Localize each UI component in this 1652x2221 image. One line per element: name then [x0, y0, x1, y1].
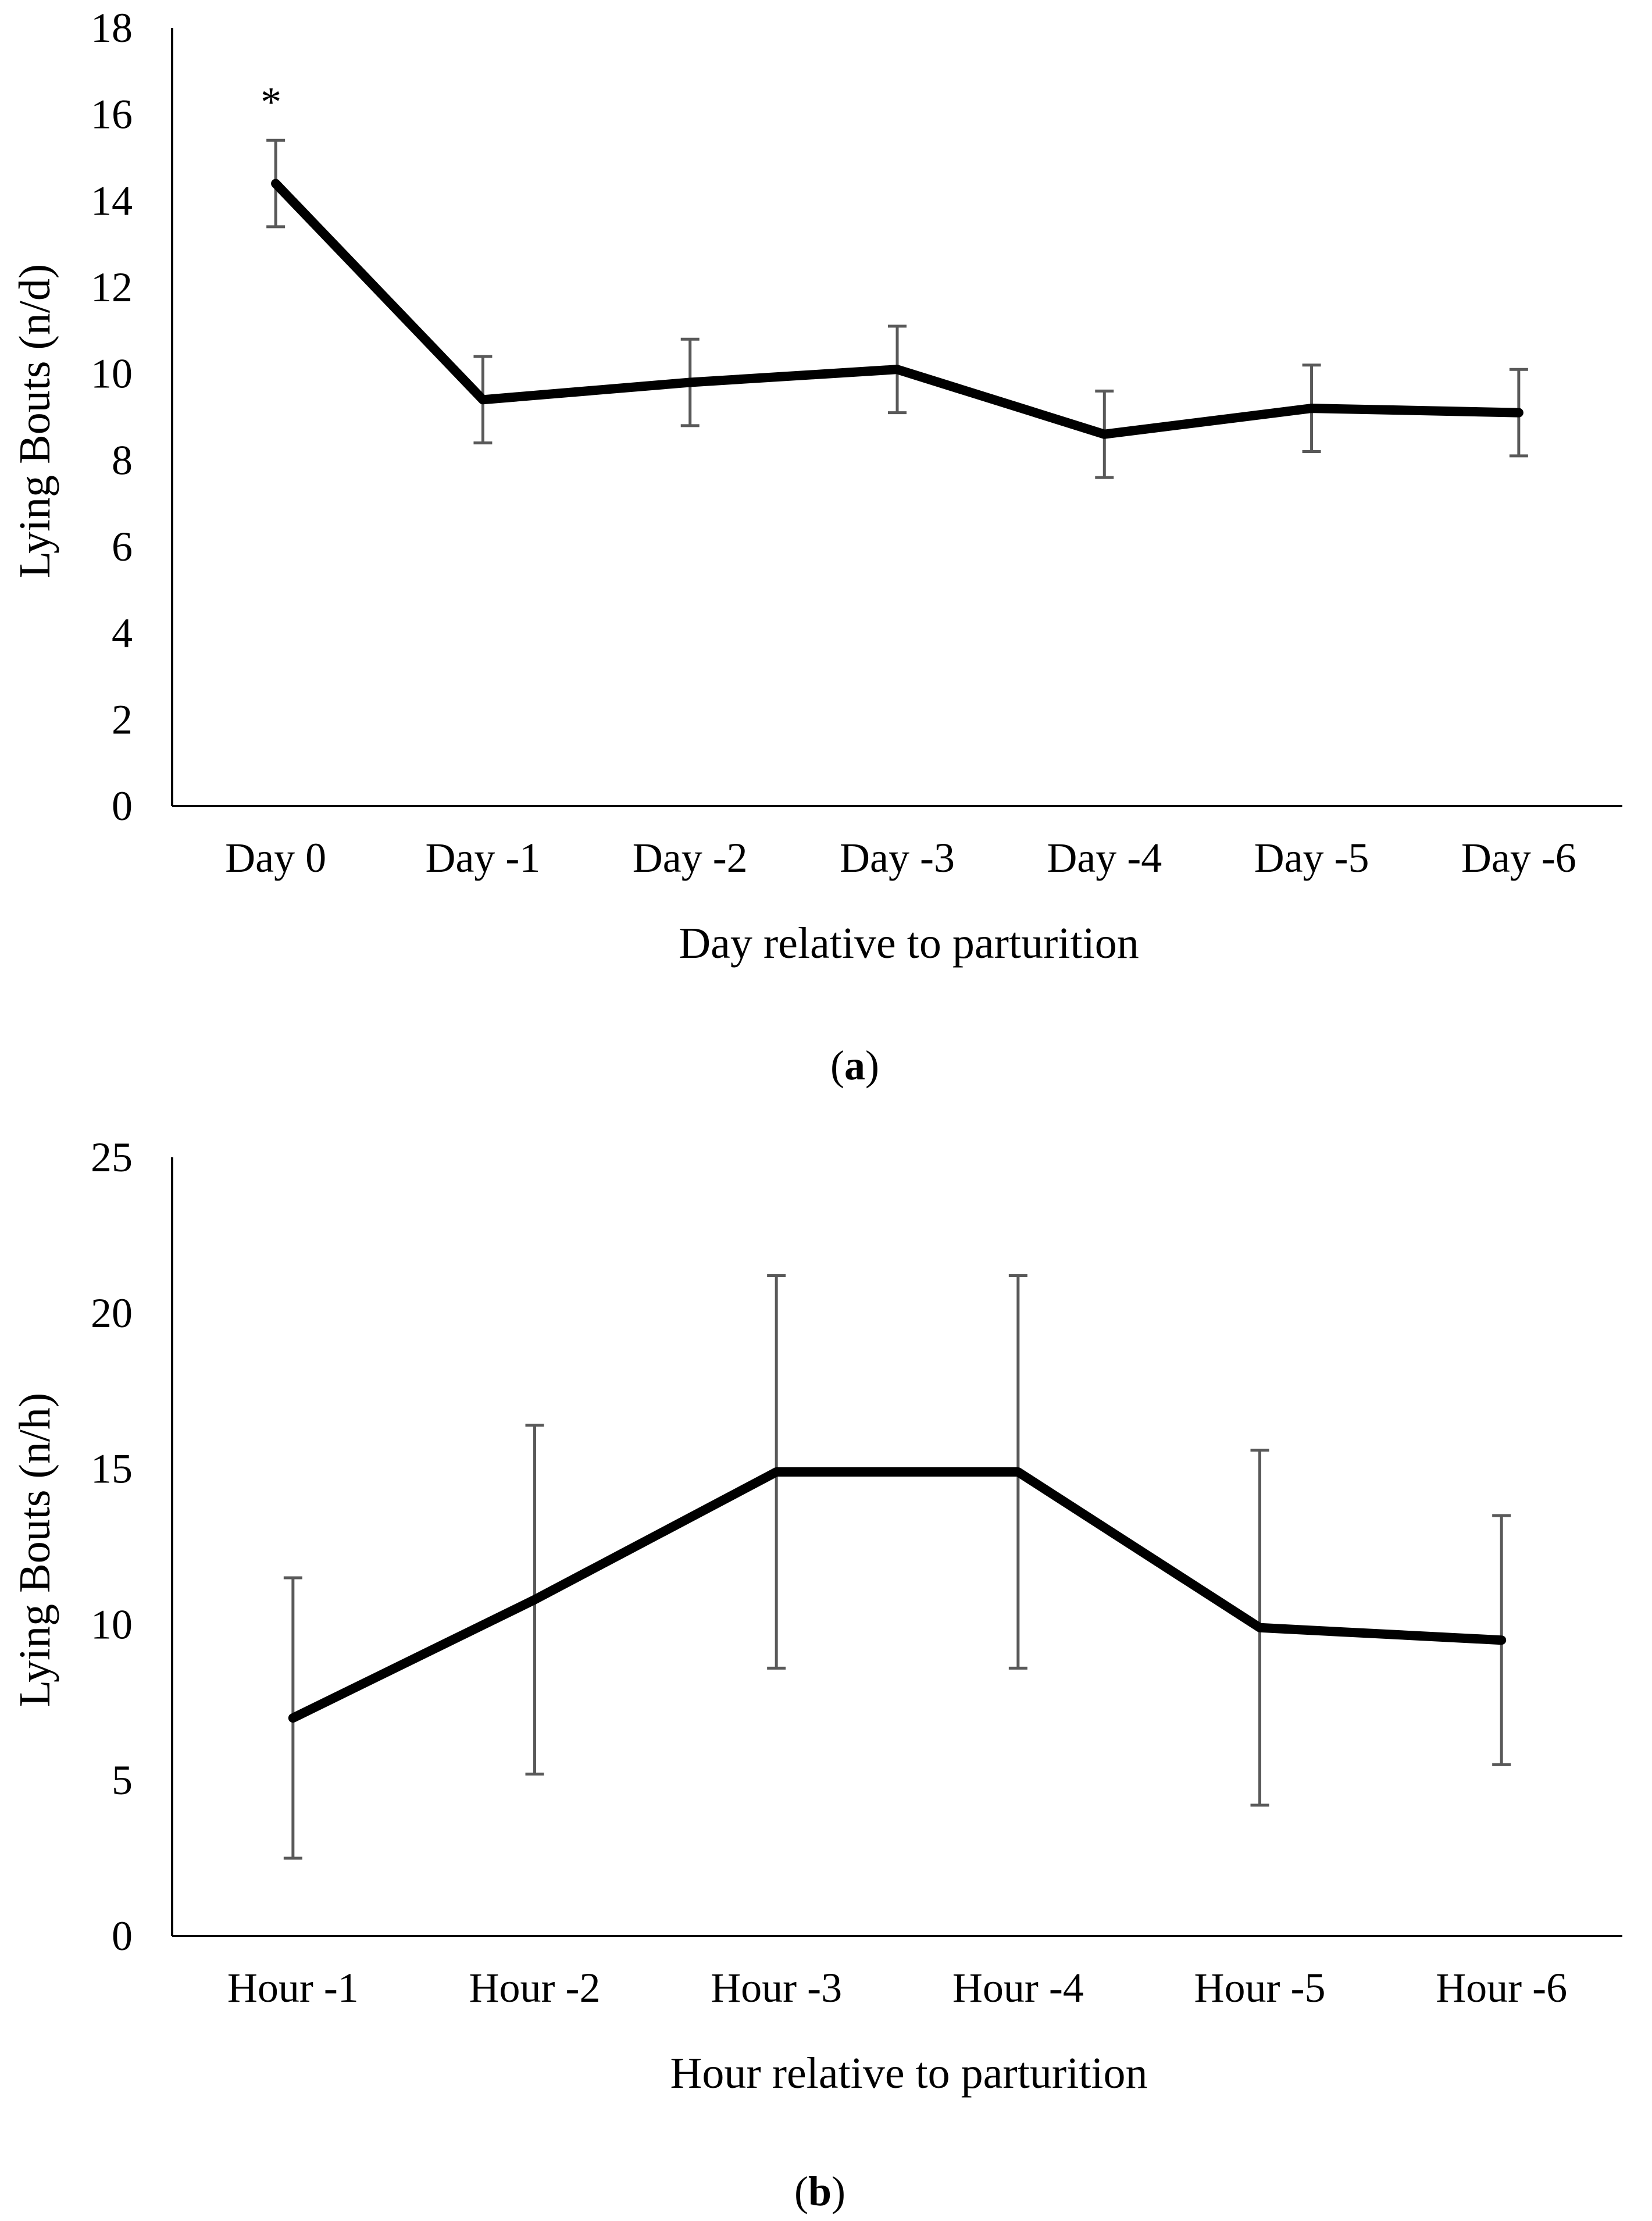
- y-tick-label-b: 0: [112, 1913, 133, 1959]
- series-line-b: [288, 1467, 1507, 1723]
- y-tick-label-a: 14: [91, 177, 133, 224]
- data-point-b: [291, 1717, 294, 1720]
- y-tick-label-a: 8: [112, 437, 133, 483]
- y-tick-label-a: 12: [91, 264, 133, 311]
- axes-a: [171, 28, 1622, 807]
- data-point-b: [1500, 1639, 1503, 1642]
- significance-annotation-a: *: [261, 79, 281, 125]
- y-axis-title-a: Lying Bouts (n/d): [10, 264, 59, 578]
- data-point-a: [896, 368, 898, 371]
- y-tick-label-a: 10: [91, 351, 133, 397]
- chart-panel-a: 0 2 4 6 8 10 12 14 16 18 Day 0 Day -1 Day -2 Day -3 Da…: [10, 5, 1622, 1089]
- panel-label-b-open: (: [794, 2168, 808, 2215]
- panel-label-b-letter: b: [808, 2168, 832, 2215]
- data-point-a: [688, 381, 691, 384]
- x-tick-label-b: Hour -4: [952, 1965, 1084, 2011]
- x-tick-label-b: Hour -2: [469, 1965, 601, 2011]
- data-point-b: [1016, 1470, 1019, 1473]
- x-tick-label-a: Day -5: [1254, 835, 1369, 881]
- x-axis-title-b: Hour relative to parturition: [670, 2049, 1148, 2098]
- series-b: [288, 1467, 1507, 1723]
- data-point-a: [481, 398, 484, 401]
- panel-label-b: (b): [794, 2168, 845, 2215]
- x-tick-label-a: Day -2: [633, 835, 748, 881]
- x-tick-label-b: Hour -6: [1436, 1965, 1567, 2011]
- x-tick-label-a: Day -6: [1461, 835, 1576, 881]
- data-point-a: [1103, 433, 1106, 436]
- y-tick-label-a: 2: [112, 696, 133, 743]
- data-point-a: [1310, 407, 1313, 410]
- axes-b: [171, 1157, 1622, 1937]
- annotations-a: *: [261, 79, 281, 125]
- panel-label-a-letter: a: [844, 1042, 865, 1089]
- x-tick-label-a: Day -3: [840, 835, 955, 881]
- series-a: [271, 179, 1523, 439]
- y-axis-title-b: Lying Bouts (n/h): [10, 1393, 59, 1707]
- chart-panel-b: 0 5 10 15 20 25 Hour -1 Hour -2 Hour -3 Hour -4 Ho…: [10, 1134, 1622, 2215]
- tick-labels-b: 0 5 10 15 20 25 Hour -1 Hour -2 Hour -3 Hour -4 Ho…: [91, 1134, 1567, 2011]
- tick-labels-a: 0 2 4 6 8 10 12 14 16 18 Day 0 Day -1 Day -2 Day -3 Da…: [91, 5, 1576, 881]
- data-point-a: [274, 182, 277, 185]
- y-tick-label-a: 4: [112, 610, 133, 657]
- panel-label-a-open: (: [830, 1042, 844, 1089]
- panel-label-b-close: ): [832, 2168, 845, 2215]
- y-tick-label-a: 0: [112, 783, 133, 829]
- y-tick-label-b: 10: [91, 1601, 133, 1648]
- x-tick-label-b: Hour -3: [711, 1965, 842, 2011]
- x-tick-label-b: Hour -1: [227, 1965, 359, 2011]
- data-point-b: [1258, 1626, 1261, 1629]
- data-point-b: [533, 1598, 536, 1601]
- error-bars-b: [283, 1274, 1511, 1860]
- panel-label-a: (a): [830, 1042, 879, 1089]
- y-tick-label-b: 20: [91, 1290, 133, 1336]
- x-tick-label-a: Day 0: [225, 835, 326, 881]
- x-tick-label-a: Day -1: [425, 835, 540, 881]
- y-tick-label-b: 25: [91, 1134, 133, 1181]
- y-tick-label-b: 5: [112, 1757, 133, 1803]
- panel-label-a-close: ): [865, 1042, 879, 1089]
- data-point-a: [1517, 411, 1520, 414]
- error-bars-a: [266, 138, 1528, 479]
- x-tick-label-b: Hour -5: [1194, 1965, 1326, 2011]
- x-tick-label-a: Day -4: [1047, 835, 1162, 881]
- data-point-b: [775, 1470, 778, 1473]
- y-tick-label-a: 16: [91, 91, 133, 138]
- y-tick-label-b: 15: [91, 1446, 133, 1492]
- y-tick-label-a: 18: [91, 5, 133, 51]
- y-tick-label-a: 6: [112, 523, 133, 570]
- x-axis-title-a: Day relative to parturition: [679, 919, 1139, 968]
